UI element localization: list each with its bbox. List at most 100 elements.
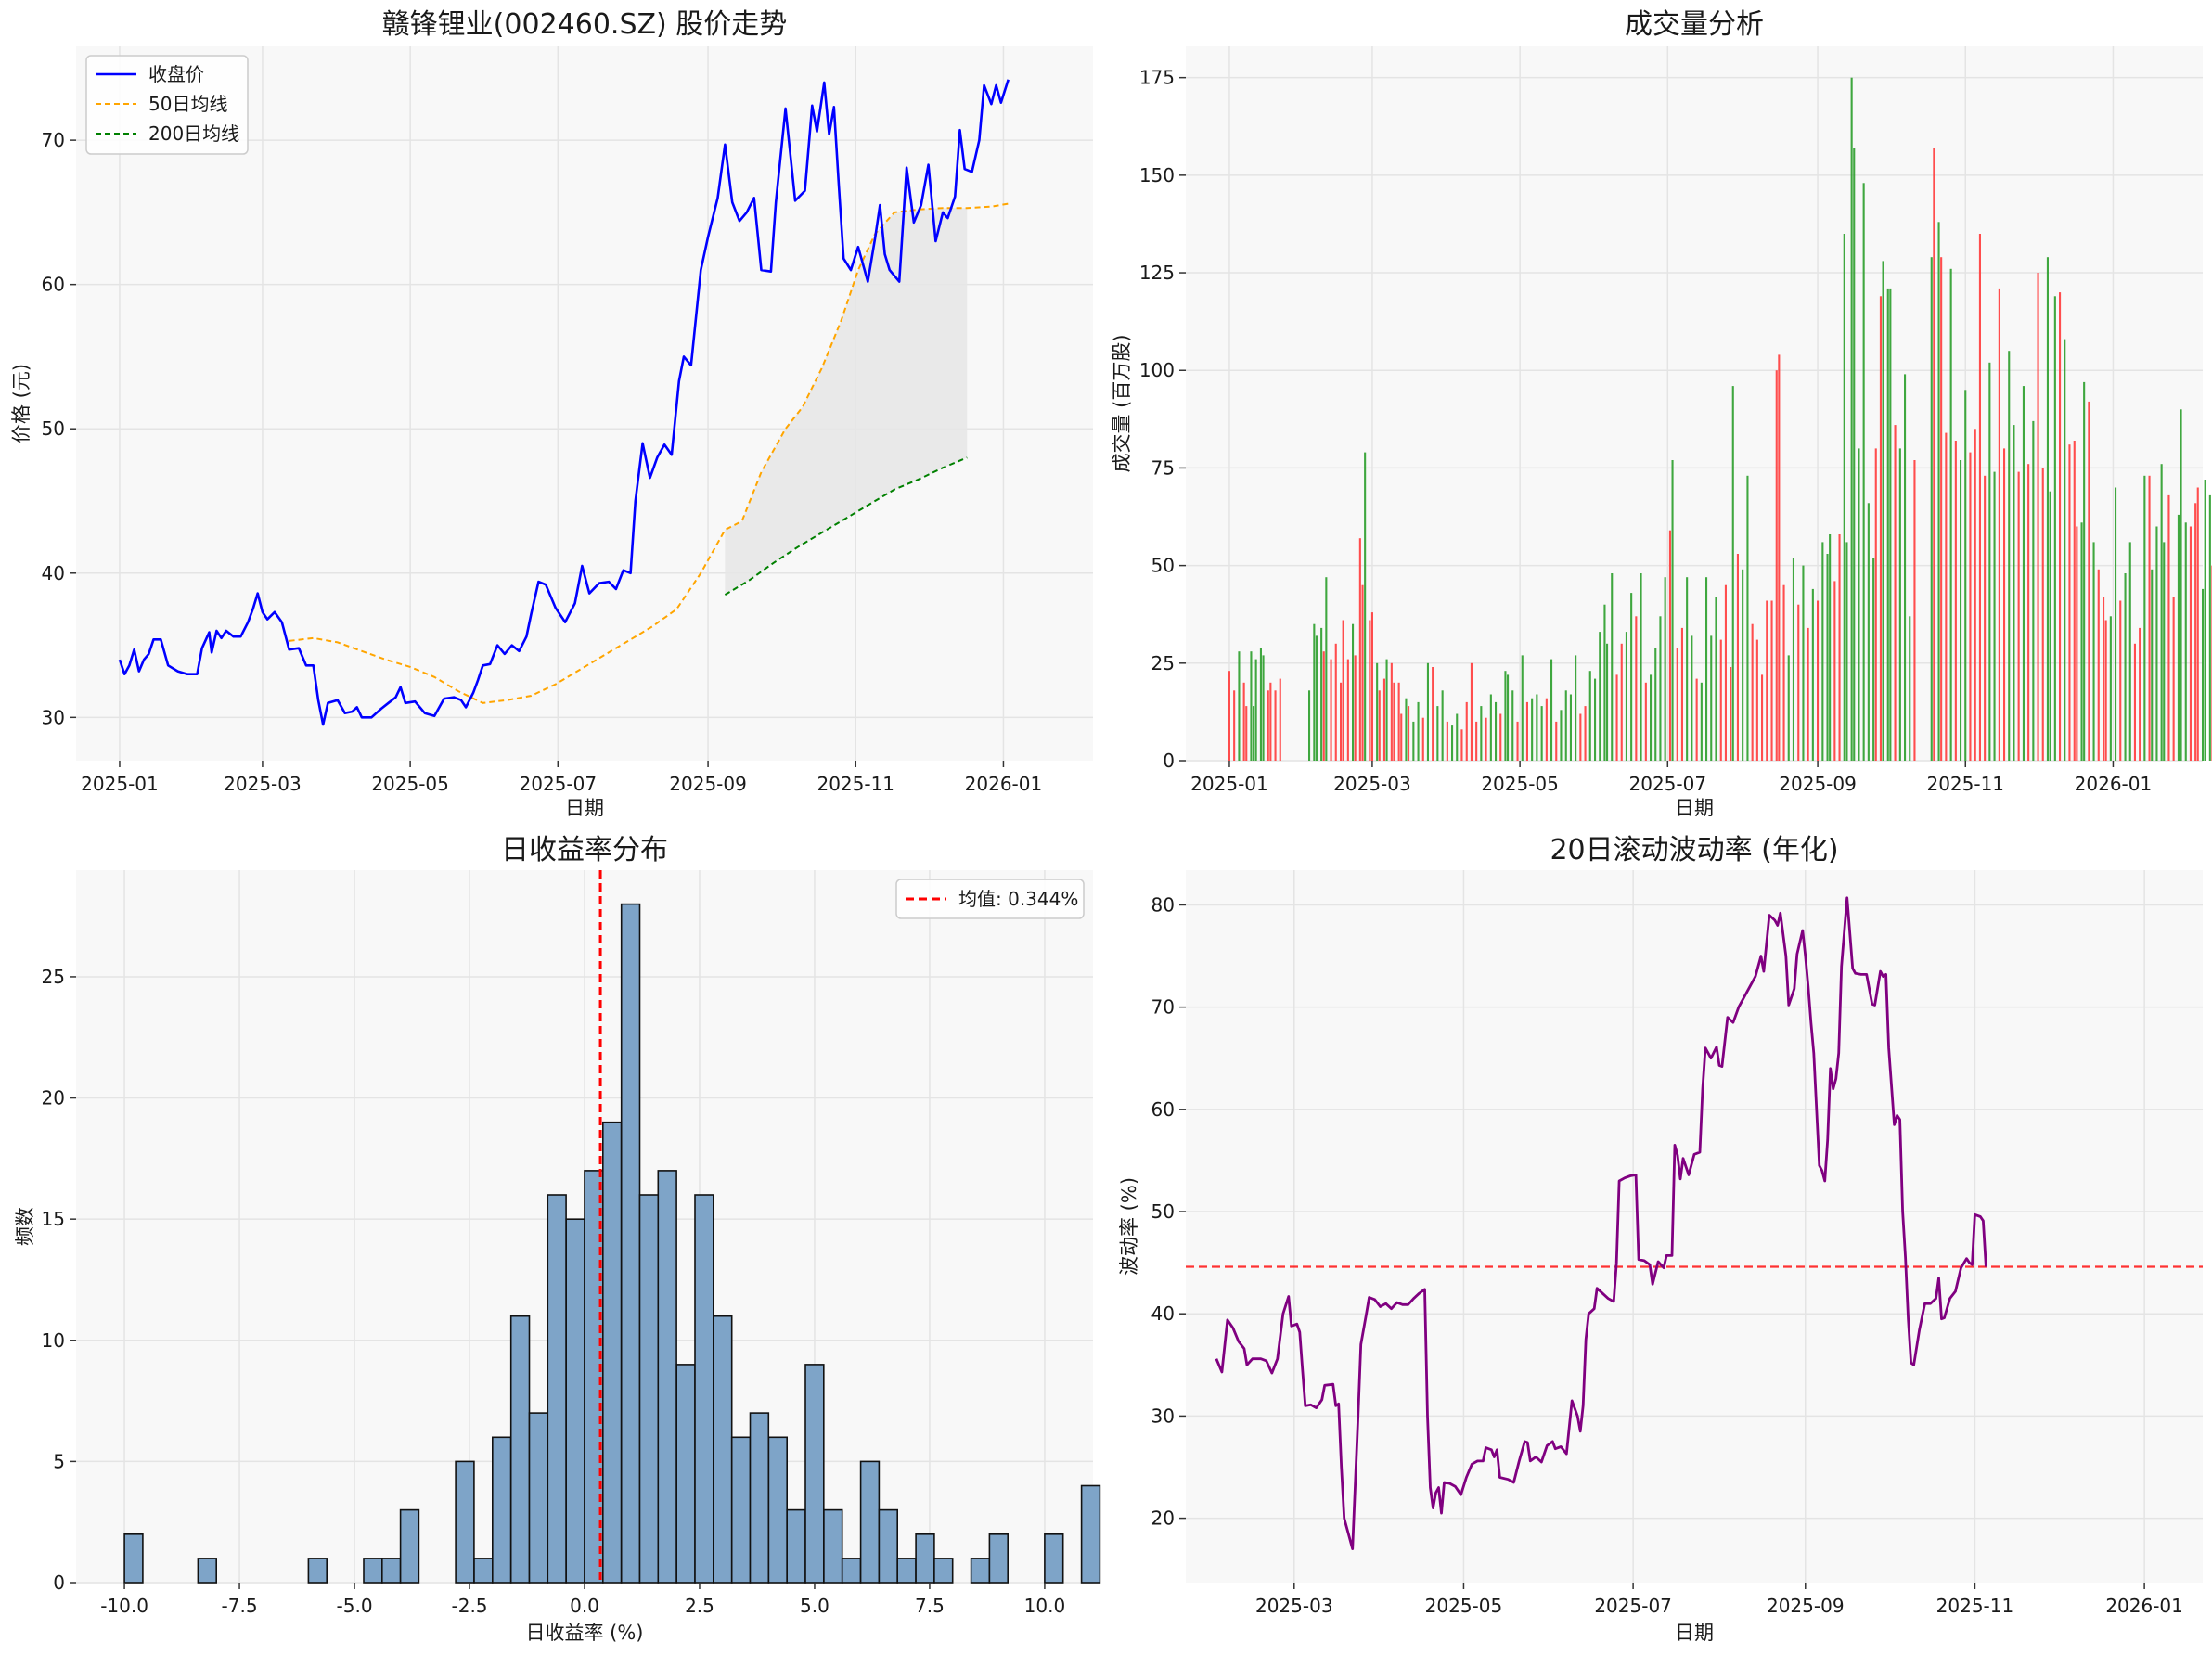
volume-bar-down [1940,257,1943,761]
returns-y-tick-label: 20 [42,1087,65,1110]
volume-bar-up [1843,234,1845,761]
volume-bar-up [1507,674,1510,761]
returns-y-tick-label: 0 [53,1572,65,1594]
volume-bar-up [1862,183,1865,762]
histogram-bar [896,1558,917,1584]
volume-bar-up [1495,701,1498,761]
volume-bar-up [2163,542,2166,761]
returns-x-tick-label: -2.5 [452,1595,488,1617]
volume-bar-down [1770,600,1773,761]
volume-bar-down [1913,460,1916,761]
volatility-lines [1186,896,2203,1550]
volume-bar-up [1412,721,1415,761]
ma-fill-area [725,208,968,596]
volume-bar-down [1751,623,1754,761]
volume-bar-down [1730,667,1732,761]
volatility-title: 20日滚动波动率 (年化) [1550,834,1838,866]
volume-x-ticks: 2025-01 2025-03 2025-05 2025-07 2025-09 2025-… [1190,761,2152,795]
volume-bar-down [1736,554,1739,761]
price-panel: 2025-01 2025-03 2025-05 2025-07 2025-09 2025-… [10,8,1093,819]
histogram-bar [767,1436,789,1584]
volume-bar-down [1668,530,1671,761]
volume-x-tick-label: 2025-09 [1779,773,1857,795]
volume-bar-down [1545,698,1548,761]
volume-bar-down [1322,651,1325,761]
volume-x-tick-label: 2025-11 [1926,773,2004,795]
volume-bar-up [1829,534,1832,761]
volume-bar-up [1937,222,1940,762]
volume-bar-down [2103,597,2105,761]
histogram-bar [841,1558,862,1584]
volume-bar-up [1521,655,1524,761]
volume-bar-down [1695,678,1698,761]
volume-bar-up [1742,569,1744,761]
volume-bar-up [1254,659,1257,761]
volume-y-ticks: 0 25 50 75 100 125 150 175 [1139,67,1186,772]
histogram-bar [970,1558,991,1584]
volume-bar-down [2172,597,2175,761]
volatility-x-tick-label: 2025-05 [1425,1595,1503,1617]
volume-bar-up [2008,351,2011,761]
volume-bar-up [2128,542,2131,761]
volume-bar-up [1904,374,1907,761]
volume-bar-down [1969,452,1972,761]
returns-x-tick-label: 10.0 [1024,1595,1066,1617]
volume-bar-up [1504,671,1507,761]
volume-bar-down [1470,662,1473,761]
volume-bar-up [1821,542,1824,761]
volume-bar-up [1417,701,1420,761]
price-y-tick-label: 50 [42,417,65,440]
price-x-tick-label: 2025-03 [224,773,302,795]
volume-bar-up [2064,339,2066,761]
volume-bar-down [1354,655,1357,761]
volume-bar-down [2148,475,2151,761]
volume-bar-up [1250,651,1253,761]
volume-bar-up [1540,706,1543,761]
returns-x-tick-label: 7.5 [915,1595,945,1617]
volatility-y-tick-label: 70 [1151,996,1175,1019]
volume-x-label: 日期 [1675,797,1714,819]
volume-bar-down [1228,671,1230,761]
volume-bar-up [1710,635,1713,761]
volume-bar-down [2003,448,2006,761]
volume-bar-up [1960,460,1962,761]
volume-bar-down [1334,643,1337,761]
volume-bar-down [1719,639,1722,761]
histogram-bar [713,1315,733,1584]
volume-bar-up [1654,648,1657,761]
price-x-tick-label: 2025-11 [817,773,894,795]
price-lines [118,79,1010,726]
volume-bar-down [1766,600,1768,761]
volume-bar-up [2143,475,2146,761]
volume-bar-down [1245,706,1248,761]
volume-bar-up [1606,643,1609,761]
volume-bar-down [1242,682,1245,761]
volatility-plot-area [1186,870,2203,1583]
volume-bar-up [2204,480,2206,761]
volume-bar-up [1456,713,1459,761]
volume-bar-down [1755,639,1758,761]
volume-bar-down [1432,667,1434,761]
histogram-bar [399,1508,420,1584]
volume-bar-down [1267,690,1269,761]
volume-bar-up [2109,616,2112,761]
volume-bar-down [1817,600,1820,761]
volume-bar-down [1269,682,1272,761]
volume-bar-down [1361,584,1364,761]
returns-x-tick-label: -7.5 [222,1595,258,1617]
price-x-tick-label: 2025-07 [520,773,598,795]
volume-bar-up [1364,452,1367,761]
volume-bar-down [2088,401,2090,761]
volume-bar-up [2092,542,2095,761]
volume-bar-up [1308,690,1311,761]
ma50-line [289,202,1009,704]
returns-title: 日收益率分布 [501,834,668,866]
volume-bar-down [2059,292,2062,761]
volume-bar-up [1853,148,1856,761]
price-y-tick-label: 30 [42,706,65,728]
volatility-y-tick-label: 30 [1151,1405,1175,1427]
volume-bar-down [1499,713,1502,761]
volume-bar-down [1879,296,1882,761]
histogram-bar [528,1412,549,1584]
